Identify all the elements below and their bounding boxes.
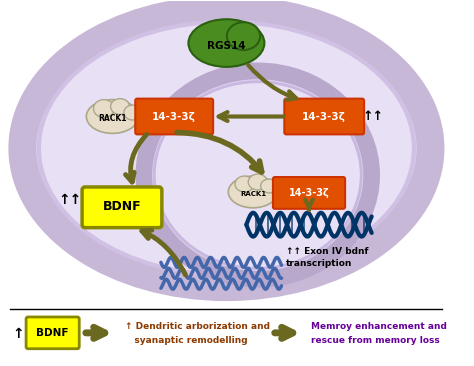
Text: 14-3-3ζ: 14-3-3ζ [289,188,329,198]
FancyBboxPatch shape [135,99,213,134]
Ellipse shape [124,105,141,120]
Ellipse shape [86,100,138,133]
Text: syanaptic remodelling: syanaptic remodelling [125,336,247,345]
Text: RACK1: RACK1 [240,191,266,197]
Text: BDNF: BDNF [36,328,69,338]
Ellipse shape [110,99,129,115]
Ellipse shape [93,100,114,117]
Ellipse shape [227,22,260,50]
Text: 14-3-3ζ: 14-3-3ζ [152,112,196,122]
Ellipse shape [22,9,430,287]
Text: ↑↑: ↑↑ [58,193,82,207]
FancyBboxPatch shape [26,317,79,349]
Ellipse shape [235,176,254,192]
Ellipse shape [144,71,372,279]
Text: rescue from memory loss: rescue from memory loss [311,336,440,345]
Text: ↑: ↑ [13,327,24,341]
Text: RACK1: RACK1 [98,114,127,123]
Ellipse shape [248,174,267,190]
Ellipse shape [39,22,414,275]
Text: ↑↑: ↑↑ [363,110,384,123]
Text: RGS14: RGS14 [207,41,246,51]
Text: ↑ Dendritic arborization and: ↑ Dendritic arborization and [125,322,270,331]
Text: Memroy enhancement and: Memroy enhancement and [311,322,447,331]
Ellipse shape [189,19,264,67]
FancyBboxPatch shape [82,187,162,228]
Ellipse shape [228,176,278,208]
Text: ↑↑ Exon IV bdnf: ↑↑ Exon IV bdnf [286,247,369,256]
FancyBboxPatch shape [284,99,364,134]
Ellipse shape [261,179,278,193]
Text: transcription: transcription [286,259,353,268]
Text: BDNF: BDNF [103,200,141,213]
Ellipse shape [154,82,361,268]
FancyBboxPatch shape [273,177,345,209]
Text: 14-3-3ζ: 14-3-3ζ [302,112,346,122]
